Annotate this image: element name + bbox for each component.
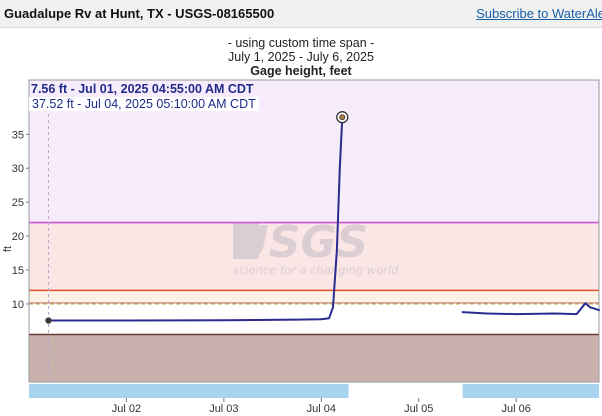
- chart-caption-timespan: - using custom time span -: [227, 36, 375, 50]
- tooltip-secondary: 37.52 ft - Jul 04, 2025 05:10:00 AM CDT: [29, 97, 259, 111]
- availability-bar-2: [462, 384, 599, 398]
- x-tick-label-jul-06: Jul 06: [501, 403, 530, 415]
- top-bar: Guadalupe Rv at Hunt, TX - USGS-08165500…: [0, 0, 602, 28]
- tooltip-primary: 7.56 ft - Jul 01, 2025 04:55:00 AM CDT: [31, 82, 254, 96]
- availability-bar-1: [29, 384, 349, 398]
- x-tick-label-jul-05: Jul 05: [404, 403, 433, 415]
- band-below-base: [29, 334, 599, 382]
- subscribe-link[interactable]: Subscribe to WaterAle: [476, 6, 602, 21]
- x-tick-label-jul-02: Jul 02: [112, 403, 141, 415]
- series-line-segment-1: [47, 116, 344, 322]
- chart-title: Gage height, feet: [250, 64, 352, 78]
- watermark-emblem: [233, 222, 259, 259]
- site-title: Guadalupe Rv at Hunt, TX - USGS-08165500: [4, 6, 275, 21]
- peak-point-marker-center: [339, 114, 346, 121]
- watermark-logo: USGS: [233, 217, 368, 268]
- y-tick-label-30: 30: [12, 163, 24, 175]
- plot-frame: [28, 79, 600, 383]
- y-tick-label-15: 15: [12, 265, 24, 277]
- watermark-tagline: science for a changing world: [233, 263, 399, 277]
- y-tick-label-20: 20: [12, 231, 24, 243]
- chart-caption-dates: July 1, 2025 - July 6, 2025: [228, 50, 374, 64]
- y-axis-label: ft: [2, 245, 14, 253]
- band-minor-to-moderate: [29, 222, 599, 291]
- series-line-segment-2: [461, 302, 600, 316]
- x-tick-label-jul-04: Jul 04: [307, 403, 336, 415]
- hover-point-marker: [45, 317, 52, 324]
- y-tick-label-10: 10: [12, 299, 24, 311]
- x-tick-label-jul-03: Jul 03: [209, 403, 238, 415]
- y-tick-label-35: 35: [12, 129, 24, 141]
- y-tick-label-25: 25: [12, 197, 24, 209]
- band-action-to-minor: [29, 290, 599, 304]
